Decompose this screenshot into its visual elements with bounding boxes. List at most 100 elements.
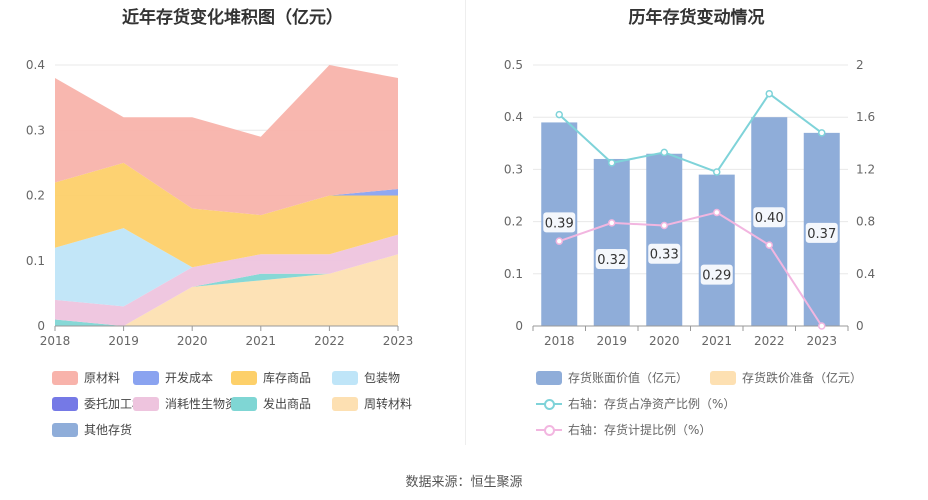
- right-chart-legend: 存货账面价值（亿元） 存货跌价准备（亿元） 右轴：存货占净资产比例（%） 右轴：存货计…: [536, 369, 862, 438]
- legend-item[interactable]: 包装物: [332, 369, 400, 386]
- legend-item[interactable]: 周转材料: [332, 395, 412, 412]
- line-右轴：存货占净资产比例（%）: [558, 92, 823, 174]
- line-point: [660, 221, 668, 230]
- x-tick-label: 2020: [649, 334, 680, 348]
- legend-swatch: [133, 396, 159, 411]
- left-chart-legend: 原材料 开发成本 库存商品 包装物 委托加工材料 消耗性生物资产 发出商品 周转材料 其他存货: [0, 0, 465, 445]
- x-tick-label: 2018: [40, 334, 71, 348]
- legend-item[interactable]: 库存商品: [231, 369, 311, 386]
- legend-swatch: [332, 396, 358, 411]
- y-left-tick-label: 0.2: [504, 215, 523, 229]
- line-point: [608, 219, 616, 227]
- y-tick-label: 0.1: [26, 254, 45, 268]
- x-tick-label: 2022: [754, 334, 785, 348]
- y-right-tick-label: 1.6: [856, 110, 875, 124]
- legend-item[interactable]: 发出商品: [231, 395, 311, 412]
- legend-label: 右轴：存货计提比例（%）: [568, 423, 712, 437]
- y-left-tick-label: 0: [515, 319, 523, 333]
- y-tick-label: 0.4: [26, 58, 45, 72]
- x-tick-label: 2023: [806, 334, 837, 348]
- y-tick-label: 0: [37, 319, 45, 333]
- legend-swatch: [133, 370, 159, 385]
- svg-text:0.39: 0.39: [545, 216, 574, 231]
- right-chart-title: 历年存货变动情况: [628, 8, 765, 28]
- y-left-tick-label: 0.1: [504, 267, 523, 281]
- x-tick-label: 2022: [314, 334, 345, 348]
- legend-item[interactable]: 原材料: [52, 369, 120, 386]
- legend-swatch: [52, 370, 78, 385]
- bar-value-label: 0.33: [648, 243, 681, 264]
- legend-swatch: [332, 370, 358, 385]
- panel-divider: [465, 0, 466, 445]
- svg-text:0.33: 0.33: [650, 248, 679, 263]
- legend-label: 发出商品: [263, 397, 312, 411]
- legend-label: 存货账面价值（亿元）: [568, 371, 689, 385]
- bar-2020: [646, 153, 683, 326]
- x-tick-label: 2018: [544, 334, 575, 348]
- y-right-tick-label: 1.2: [856, 162, 875, 176]
- legend-swatch: [536, 370, 562, 385]
- line-point: [765, 241, 773, 249]
- bar-2019: [593, 158, 630, 326]
- legend-item[interactable]: 其他存货: [52, 421, 132, 438]
- y-right-tick-label: 0.8: [856, 215, 875, 229]
- y-right-tick-label: 2: [856, 58, 864, 72]
- line-point: [818, 322, 826, 330]
- left-chart-title: 近年存货变化堆积图（亿元）: [122, 8, 343, 28]
- bar-line-chart: 0 0.1 0.2 0.3 0.4 0.5 0 0.4 0.8 1.2 1.6 2 2018 2019 20…: [504, 58, 875, 348]
- y-left-tick-label: 0.3: [504, 162, 523, 176]
- legend-label: 包装物: [364, 371, 401, 385]
- legend-label: 右轴：存货占净资产比例（%）: [568, 397, 736, 411]
- area-库存商品: [55, 162, 398, 268]
- y-tick-label: 0.2: [26, 189, 45, 203]
- area-包装物: [55, 228, 398, 307]
- legend-item[interactable]: 右轴：存货计提比例（%）: [536, 421, 711, 438]
- legend-item[interactable]: 消耗性生物资产: [133, 395, 249, 412]
- line-point: [713, 208, 721, 217]
- legend-swatch: [231, 370, 257, 385]
- line-point: [660, 148, 668, 157]
- line-point: [818, 129, 826, 137]
- bar-2021: [698, 174, 735, 326]
- line-point: [608, 159, 616, 167]
- legend-label: 其他存货: [84, 423, 133, 437]
- legend-label: 存货跌价准备（亿元）: [742, 371, 863, 385]
- line-point: [555, 110, 563, 119]
- svg-text:0.32: 0.32: [597, 253, 626, 268]
- legend-swatch: [536, 423, 562, 437]
- legend-label: 消耗性生物资产: [165, 397, 250, 411]
- y-left-tick-label: 0.4: [504, 110, 523, 124]
- svg-text:0.37: 0.37: [807, 227, 836, 242]
- bar-value-label: 0.32: [595, 248, 628, 269]
- x-tick-label: 2023: [383, 334, 414, 348]
- legend-item[interactable]: 存货跌价准备（亿元）: [710, 369, 862, 386]
- legend-label: 开发成本: [165, 371, 214, 385]
- x-tick-label: 2020: [177, 334, 208, 348]
- x-tick-label: 2021: [246, 334, 277, 348]
- area-周转材料: [55, 254, 398, 326]
- area-消耗性生物资产: [55, 234, 398, 326]
- legend-item[interactable]: 开发成本: [133, 369, 213, 386]
- legend-label: 周转材料: [364, 397, 413, 411]
- legend-item[interactable]: 右轴：存货占净资产比例（%）: [536, 395, 735, 412]
- legend-swatch: [52, 422, 78, 437]
- legend-swatch: [710, 370, 736, 385]
- legend-item[interactable]: 存货账面价值（亿元）: [536, 369, 688, 386]
- legend-swatch: [231, 396, 257, 411]
- y-left-tick-label: 0.5: [504, 58, 523, 72]
- svg-text:0.40: 0.40: [755, 211, 784, 226]
- bar-value-label: 0.37: [805, 222, 838, 243]
- line-point: [765, 89, 773, 98]
- line-point: [555, 237, 563, 245]
- legend-swatch: [52, 396, 78, 411]
- y-right-tick-label: 0: [856, 319, 864, 333]
- y-tick-label: 0.3: [26, 123, 45, 137]
- data-source-note: 数据来源：恒生聚源: [405, 475, 523, 490]
- stacked-area-chart: 0 0.1 0.2 0.3 0.4 2018 2019 2020 2021 2022 2023: [26, 58, 414, 348]
- y-right-tick-label: 0.4: [856, 267, 875, 281]
- x-tick-label: 2019: [596, 334, 627, 348]
- area-原材料: [55, 65, 398, 216]
- bar-value-label: 0.39: [543, 212, 576, 233]
- bar-value-label: 0.40: [753, 207, 786, 228]
- legend-label: 原材料: [84, 371, 121, 385]
